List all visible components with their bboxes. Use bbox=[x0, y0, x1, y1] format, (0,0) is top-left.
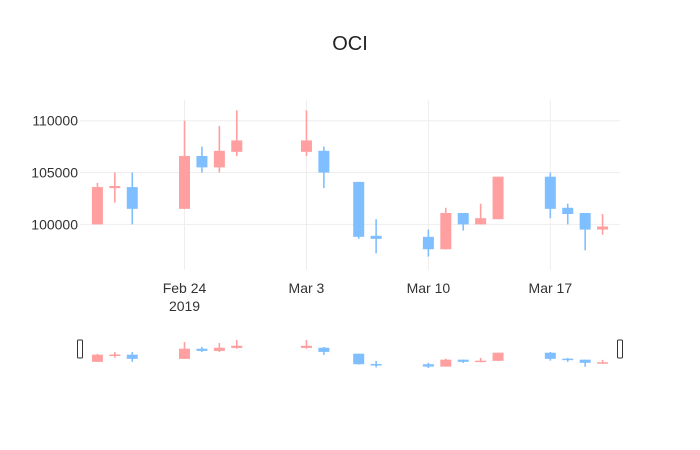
candle-body bbox=[579, 212, 591, 230]
candle-body bbox=[318, 150, 330, 173]
slider-candle-body bbox=[492, 352, 504, 361]
candle-increasing bbox=[196, 146, 208, 173]
slider-candle-decreasing bbox=[300, 340, 312, 349]
slider-candle-body bbox=[179, 348, 191, 359]
slider-candle-increasing bbox=[370, 360, 382, 368]
candle-decreasing bbox=[597, 214, 609, 235]
candle-body bbox=[213, 150, 225, 168]
candle-body bbox=[353, 181, 365, 237]
slider-candle-increasing bbox=[544, 351, 556, 361]
slider-handle-left[interactable] bbox=[77, 339, 83, 359]
slider-candle-increasing bbox=[422, 362, 434, 368]
candle-body bbox=[492, 176, 504, 220]
slider-candle-decreasing bbox=[213, 342, 225, 352]
candle-decreasing bbox=[213, 125, 225, 173]
candle-body bbox=[196, 155, 208, 168]
slider-candle-body bbox=[300, 345, 312, 348]
slider-candle-increasing bbox=[196, 346, 208, 352]
candle-body bbox=[597, 226, 609, 230]
chart-title: OCI bbox=[332, 33, 368, 55]
candle-increasing bbox=[544, 172, 556, 219]
slider-candle-increasing bbox=[579, 359, 591, 367]
slider-candle-body bbox=[544, 352, 556, 359]
y-axis-ticks: 100000 105000 110000 bbox=[31, 113, 78, 233]
slider-candle-decreasing bbox=[109, 351, 121, 358]
candle-body bbox=[300, 140, 312, 152]
candle-increasing bbox=[353, 181, 365, 239]
candle-decreasing bbox=[492, 176, 504, 220]
y-tick-label: 110000 bbox=[32, 113, 78, 129]
slider-candle-decreasing bbox=[597, 359, 609, 364]
candle-increasing bbox=[422, 229, 434, 257]
slider-candle-increasing bbox=[353, 353, 365, 365]
candle-decreasing bbox=[179, 120, 191, 209]
candle-decreasing bbox=[109, 172, 121, 203]
slider-candle-body bbox=[196, 348, 208, 351]
slider-candle-body bbox=[91, 354, 103, 362]
y-tick-label: 105000 bbox=[31, 165, 78, 181]
candle-increasing bbox=[579, 212, 591, 251]
candle-body bbox=[91, 187, 103, 225]
candles bbox=[91, 110, 609, 257]
candle-body bbox=[440, 212, 452, 250]
slider-candle-body bbox=[109, 354, 121, 356]
candle-body bbox=[179, 155, 191, 209]
slider-candle-decreasing bbox=[91, 353, 103, 362]
candle-body bbox=[562, 207, 574, 215]
slider-candle-body bbox=[213, 347, 225, 351]
candle-decreasing bbox=[475, 203, 487, 225]
slider-candle-body bbox=[231, 345, 243, 348]
slider-candle-body bbox=[597, 362, 609, 364]
slider-candle-decreasing bbox=[179, 341, 191, 359]
slider-candle-decreasing bbox=[492, 352, 504, 361]
candle-body bbox=[109, 186, 121, 189]
candle-body bbox=[544, 176, 556, 209]
slider-candle-decreasing bbox=[440, 358, 452, 367]
candle-decreasing bbox=[300, 110, 312, 156]
candle-increasing bbox=[457, 212, 469, 231]
slider-candle-body bbox=[126, 354, 138, 359]
slider-candle-increasing bbox=[318, 346, 330, 355]
candle-body bbox=[422, 236, 434, 250]
x-axis-ticks: Feb 24 2019 Mar 3 Mar 10 Mar 17 bbox=[163, 280, 573, 314]
x-tick-label: Mar 17 bbox=[529, 280, 573, 296]
slider-candle-increasing bbox=[562, 357, 574, 362]
slider-candle-decreasing bbox=[231, 340, 243, 349]
candle-increasing bbox=[126, 172, 138, 225]
x-tick-label: Mar 10 bbox=[407, 280, 451, 296]
range-slider[interactable] bbox=[77, 339, 623, 368]
slider-candle-body bbox=[579, 359, 591, 363]
candle-decreasing bbox=[91, 182, 103, 225]
candle-body bbox=[126, 187, 138, 209]
x-tick-year-label: 2019 bbox=[169, 298, 200, 314]
slider-candle-body bbox=[475, 360, 487, 363]
candle-increasing bbox=[370, 219, 382, 254]
slider-candle-body bbox=[440, 359, 452, 367]
candle-decreasing bbox=[231, 110, 243, 156]
slider-handle-right[interactable] bbox=[617, 339, 623, 359]
slider-candle-increasing bbox=[457, 359, 469, 364]
x-tick-label: Mar 3 bbox=[289, 280, 325, 296]
candle-body bbox=[457, 212, 469, 225]
grid-lines bbox=[80, 100, 620, 270]
candle-body bbox=[475, 218, 487, 225]
slider-candle-decreasing bbox=[475, 357, 487, 363]
slider-candle-body bbox=[457, 359, 469, 362]
y-tick-label: 100000 bbox=[31, 216, 78, 232]
candle-increasing bbox=[562, 203, 574, 225]
candle-increasing bbox=[318, 146, 330, 189]
x-tick-label: Feb 24 bbox=[163, 280, 207, 296]
slider-candle-increasing bbox=[126, 351, 138, 362]
candle-decreasing bbox=[440, 207, 452, 250]
slider-candle-body bbox=[562, 358, 574, 361]
slider-candle-body bbox=[370, 364, 382, 366]
slider-candle-body bbox=[318, 347, 330, 352]
candle-body bbox=[231, 140, 243, 152]
slider-candle-body bbox=[353, 353, 365, 365]
candle-body bbox=[370, 235, 382, 239]
slider-candle-body bbox=[422, 364, 434, 367]
